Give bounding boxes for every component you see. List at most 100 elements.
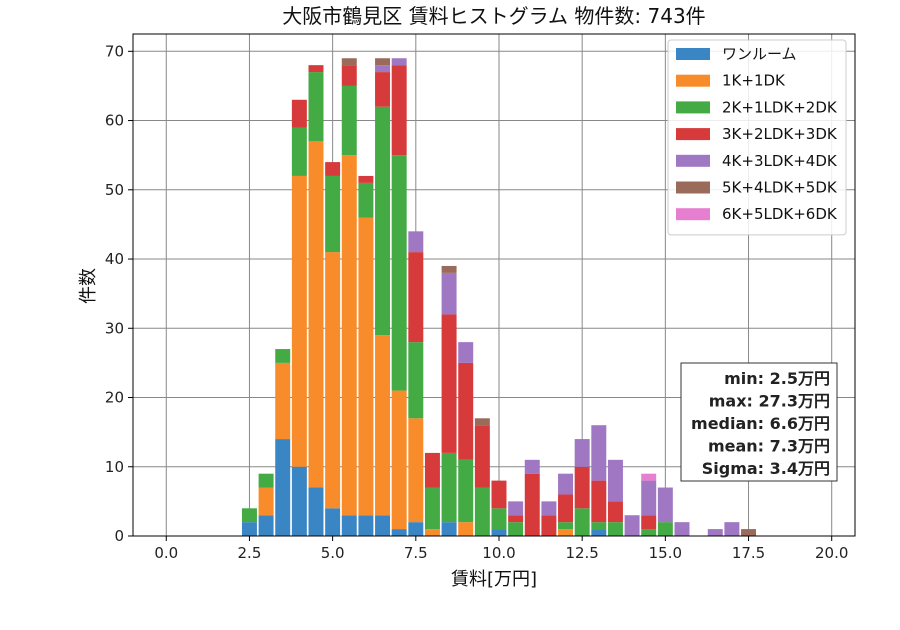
histogram-bar — [375, 335, 391, 516]
histogram-bar — [391, 65, 407, 156]
y-tick-label: 10 — [105, 458, 124, 476]
histogram-bar — [591, 522, 607, 530]
legend-frame — [667, 39, 847, 236]
histogram-bar — [624, 515, 640, 536]
histogram-bar — [558, 473, 574, 495]
histogram-bar — [441, 314, 457, 453]
histogram-bar — [508, 501, 524, 516]
legend-swatch — [676, 74, 710, 87]
histogram-bar — [674, 522, 690, 536]
histogram-bar — [291, 99, 307, 128]
histogram-bar — [541, 501, 557, 516]
histogram-bar — [408, 231, 424, 253]
histogram-bar — [358, 175, 374, 183]
histogram-bar — [375, 515, 391, 536]
plot-frame — [132, 33, 856, 537]
y-tick-label: 20 — [105, 389, 124, 407]
histogram-bar — [641, 529, 657, 536]
histogram-bar — [474, 425, 490, 488]
legend-swatch — [676, 208, 710, 221]
histogram-bar — [741, 529, 757, 536]
histogram-bar — [408, 522, 424, 536]
histogram-bar — [308, 65, 324, 73]
y-axis-ticks: 0 10 20 30 40 50 60 70 — [105, 42, 133, 545]
histogram-bar — [275, 439, 291, 536]
histogram-bar — [441, 452, 457, 523]
histogram-bar — [325, 252, 341, 509]
histogram-bar — [375, 106, 391, 336]
histogram-bar — [441, 272, 457, 315]
x-axis-ticks: 0.0 2.5 5.0 7.5 10.0 12.5 15.0 17.5 20.0 — [154, 536, 848, 562]
histogram-bar — [458, 342, 474, 363]
x-tick-label: 10.0 — [482, 544, 515, 562]
y-tick-label: 40 — [105, 250, 124, 268]
histogram-bar — [541, 515, 557, 536]
histogram-bar — [391, 58, 407, 66]
histogram-bar — [424, 529, 440, 536]
legend-entry: 6K+5LDK+6DK — [722, 205, 838, 223]
histogram-bar — [491, 529, 507, 536]
legend-entry: 3K+2LDK+3DK — [722, 125, 838, 143]
histogram-bar — [641, 480, 657, 516]
stats-line: min: 2.5万円 — [724, 369, 830, 388]
histogram-bar — [574, 466, 590, 509]
histogram-bar — [341, 58, 357, 66]
histogram-bar — [325, 175, 341, 253]
histogram-bar — [424, 452, 440, 488]
histogram-bar — [724, 522, 740, 536]
histogram-bar — [607, 459, 623, 502]
histogram-bar — [291, 175, 307, 467]
histogram-bar — [591, 480, 607, 523]
histogram-bar — [641, 515, 657, 530]
histogram-bar — [308, 72, 324, 142]
x-tick-label: 5.0 — [321, 544, 345, 562]
legend-swatch — [676, 128, 710, 141]
histogram-bar — [258, 487, 274, 516]
histogram-bar — [375, 58, 391, 66]
stats-line: max: 27.3万円 — [709, 392, 830, 411]
legend-entry: 4K+3LDK+4DK — [722, 152, 838, 170]
stats-line: Sigma: 3.4万円 — [702, 459, 830, 478]
x-tick-label: 0.0 — [154, 544, 178, 562]
histogram-bar — [508, 522, 524, 536]
histogram-bar — [341, 65, 357, 86]
histogram-bar — [258, 473, 274, 488]
stats-line: median: 6.6万円 — [691, 414, 830, 433]
y-axis-title: 件数 — [78, 268, 99, 304]
legend: ワンルーム 1K+1DK 2K+1LDK+2DK 3K+2LDK+3DK 4K+3LDK… — [667, 39, 847, 236]
histogram-bar — [408, 342, 424, 419]
histogram-bar — [325, 162, 341, 176]
legend-swatch — [676, 101, 710, 114]
chart-title: 大阪市鶴見区 賃料ヒストグラム 物件数: 743件 — [282, 4, 705, 28]
stats-box: min: 2.5万円 max: 27.3万円 median: 6.6万円 mean: … — [680, 362, 838, 482]
y-tick-label: 50 — [105, 181, 124, 199]
stats-line: mean: 7.3万円 — [708, 437, 830, 456]
histogram-bar — [524, 473, 540, 536]
histogram-bar — [308, 141, 324, 488]
legend-swatch — [676, 48, 710, 60]
y-tick-label: 30 — [105, 319, 124, 337]
histogram-bar — [391, 390, 407, 530]
histogram-bar — [424, 487, 440, 530]
histogram-bar — [441, 265, 457, 273]
histogram-bar — [341, 85, 357, 156]
histogram-bar — [508, 515, 524, 523]
x-tick-label: 20.0 — [815, 544, 848, 562]
histogram-bar — [458, 459, 474, 523]
histogram-bar — [341, 515, 357, 536]
histogram-bar — [375, 65, 391, 73]
bars-group — [241, 58, 757, 536]
histogram-bar — [358, 217, 374, 516]
histogram-bar — [491, 508, 507, 530]
histogram-bar — [241, 522, 257, 536]
histogram-bar — [641, 473, 657, 481]
x-tick-label: 12.5 — [565, 544, 598, 562]
stats-frame — [680, 362, 838, 482]
histogram-bar — [241, 508, 257, 523]
legend-entry: ワンルーム — [722, 45, 797, 63]
y-tick-label: 0 — [114, 527, 124, 545]
histogram-bar — [558, 494, 574, 523]
histogram-bar — [291, 127, 307, 176]
histogram-bar — [375, 72, 391, 107]
histogram-bar — [474, 418, 490, 426]
